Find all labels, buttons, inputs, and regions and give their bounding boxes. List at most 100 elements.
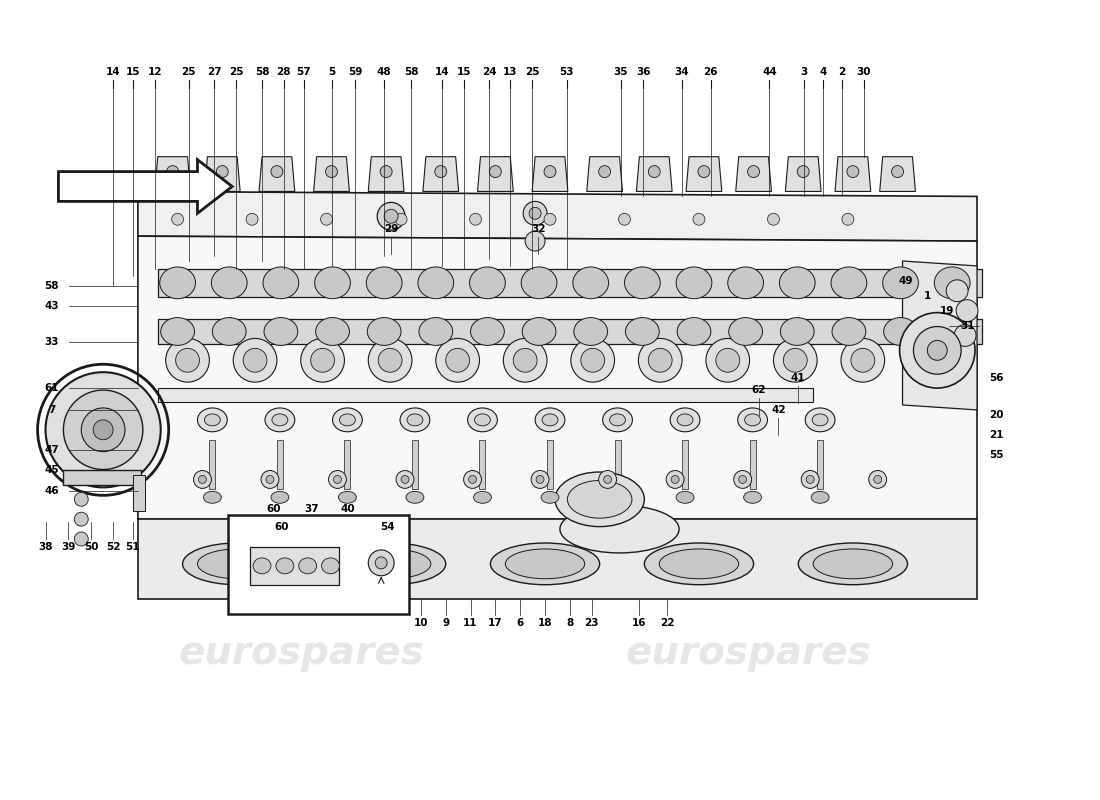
Text: 12: 12 xyxy=(147,67,162,78)
Circle shape xyxy=(869,470,887,488)
Circle shape xyxy=(402,475,409,483)
Circle shape xyxy=(773,338,817,382)
Circle shape xyxy=(768,214,780,226)
Ellipse shape xyxy=(471,318,504,346)
Ellipse shape xyxy=(474,414,491,426)
Circle shape xyxy=(698,166,710,178)
Text: 26: 26 xyxy=(704,67,718,78)
Text: 31: 31 xyxy=(960,321,975,330)
Ellipse shape xyxy=(935,318,969,346)
Ellipse shape xyxy=(678,318,711,346)
Ellipse shape xyxy=(351,549,431,578)
Circle shape xyxy=(378,348,402,372)
Text: 58: 58 xyxy=(255,67,270,78)
Circle shape xyxy=(604,475,612,483)
Text: 15: 15 xyxy=(456,67,471,78)
Ellipse shape xyxy=(574,318,607,346)
Circle shape xyxy=(436,338,480,382)
Text: 58: 58 xyxy=(404,67,418,78)
Circle shape xyxy=(64,390,143,470)
Ellipse shape xyxy=(744,491,761,503)
Text: 39: 39 xyxy=(62,542,76,552)
Circle shape xyxy=(638,338,682,382)
Text: 21: 21 xyxy=(990,430,1004,440)
Bar xyxy=(615,440,620,490)
Circle shape xyxy=(648,348,672,372)
Text: 23: 23 xyxy=(584,618,600,629)
Circle shape xyxy=(176,348,199,372)
Ellipse shape xyxy=(276,558,294,574)
Ellipse shape xyxy=(522,318,556,346)
Polygon shape xyxy=(835,157,871,191)
Circle shape xyxy=(266,475,274,483)
Ellipse shape xyxy=(406,491,424,503)
Ellipse shape xyxy=(541,491,559,503)
Ellipse shape xyxy=(263,267,299,298)
Bar xyxy=(157,269,982,297)
Bar xyxy=(547,440,553,490)
Text: 10: 10 xyxy=(414,618,428,629)
Circle shape xyxy=(748,166,759,178)
Bar xyxy=(64,400,143,462)
Text: 35: 35 xyxy=(614,67,628,78)
Ellipse shape xyxy=(812,414,828,426)
Polygon shape xyxy=(205,157,240,191)
Ellipse shape xyxy=(400,408,430,432)
Polygon shape xyxy=(138,236,977,519)
Text: 14: 14 xyxy=(106,67,120,78)
Ellipse shape xyxy=(337,543,446,585)
Text: 61: 61 xyxy=(44,383,58,393)
Text: 1: 1 xyxy=(924,290,931,301)
Circle shape xyxy=(806,475,814,483)
Bar xyxy=(682,440,688,490)
Ellipse shape xyxy=(366,267,402,298)
Text: 3: 3 xyxy=(801,67,807,78)
Text: 27: 27 xyxy=(207,67,222,78)
Ellipse shape xyxy=(535,408,565,432)
Ellipse shape xyxy=(728,318,762,346)
Ellipse shape xyxy=(676,267,712,298)
Ellipse shape xyxy=(934,267,970,298)
Ellipse shape xyxy=(473,491,492,503)
Circle shape xyxy=(529,207,541,219)
Circle shape xyxy=(716,348,739,372)
Text: 28: 28 xyxy=(276,67,292,78)
Ellipse shape xyxy=(315,267,351,298)
Text: 40: 40 xyxy=(340,504,354,514)
Bar xyxy=(749,440,756,490)
Circle shape xyxy=(927,341,947,360)
Ellipse shape xyxy=(745,414,760,426)
Ellipse shape xyxy=(882,267,918,298)
Text: 20: 20 xyxy=(990,410,1004,420)
Circle shape xyxy=(75,512,88,526)
Circle shape xyxy=(217,166,229,178)
Text: 18: 18 xyxy=(538,618,552,629)
Text: 58: 58 xyxy=(44,281,58,290)
Bar xyxy=(64,470,141,486)
Text: 33: 33 xyxy=(44,338,58,347)
Text: 6: 6 xyxy=(517,618,524,629)
Text: 53: 53 xyxy=(560,67,574,78)
Ellipse shape xyxy=(811,491,829,503)
Text: 11: 11 xyxy=(463,618,477,629)
Circle shape xyxy=(571,338,615,382)
Circle shape xyxy=(45,372,161,487)
Circle shape xyxy=(734,470,751,488)
Ellipse shape xyxy=(271,491,289,503)
Circle shape xyxy=(384,210,398,223)
Ellipse shape xyxy=(560,506,679,553)
Circle shape xyxy=(246,214,258,226)
Circle shape xyxy=(75,532,88,546)
Text: 46: 46 xyxy=(44,486,58,496)
Ellipse shape xyxy=(418,267,453,298)
Polygon shape xyxy=(637,157,672,191)
Circle shape xyxy=(693,214,705,226)
Ellipse shape xyxy=(780,267,815,298)
Circle shape xyxy=(172,214,184,226)
Ellipse shape xyxy=(198,408,228,432)
Text: 43: 43 xyxy=(44,301,58,310)
Text: 37: 37 xyxy=(305,504,319,514)
Circle shape xyxy=(667,470,684,488)
Polygon shape xyxy=(314,157,350,191)
Text: 5: 5 xyxy=(328,67,336,78)
